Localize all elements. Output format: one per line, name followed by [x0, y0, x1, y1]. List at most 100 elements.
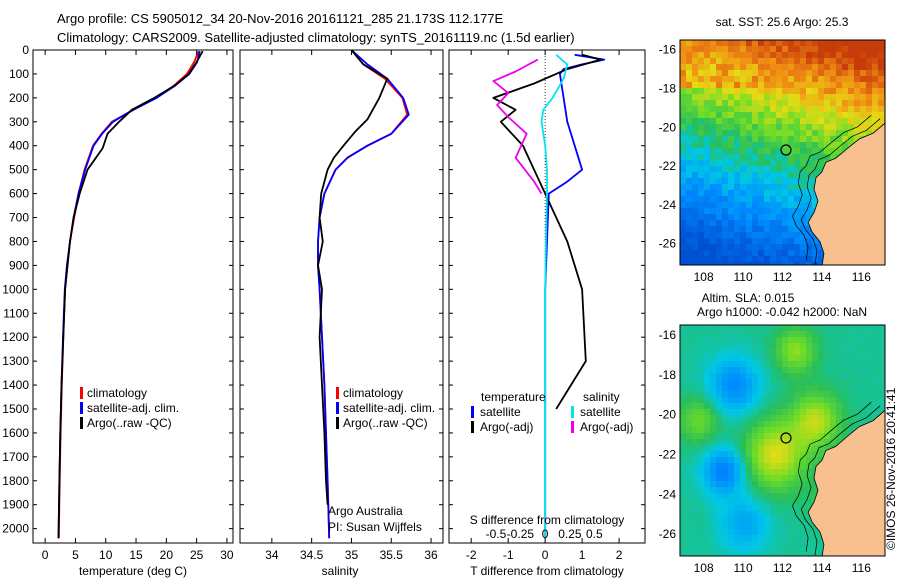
map-cell [740, 475, 747, 482]
map-cell [800, 487, 807, 494]
map-cell [782, 106, 789, 113]
y-tick-label: 1400 [2, 378, 29, 392]
map-cell [860, 58, 867, 65]
map-cell [716, 337, 723, 344]
figure-title-line2: Climatology: CARS2009. Satellite-adjuste… [57, 30, 575, 45]
map-cell [800, 64, 807, 71]
map-cell [806, 415, 813, 422]
map-cell [770, 262, 777, 265]
map-cell [800, 499, 807, 506]
credit-text: ©IMOS 26-Nov-2016 20:41:41 [884, 387, 898, 550]
map-cell [854, 118, 861, 125]
map-cell [728, 88, 735, 95]
map-cell [770, 52, 777, 59]
map-cell [848, 403, 855, 410]
x-tick-label: 35 [345, 548, 359, 562]
map-cell [758, 427, 765, 434]
map-cell [776, 541, 783, 548]
map-cell [854, 64, 861, 71]
map-cell [686, 517, 693, 524]
map-cell [854, 46, 861, 53]
map-cell [770, 256, 777, 263]
map-cell [698, 535, 705, 542]
map-cell [722, 178, 729, 185]
map-cell [824, 154, 831, 161]
map-cell [728, 475, 735, 482]
map-cell [692, 196, 699, 203]
map-cell [764, 226, 771, 233]
map-cell [788, 106, 795, 113]
map-cell [680, 367, 687, 374]
map-cell [704, 337, 711, 344]
map-cell [878, 88, 885, 95]
s-diff-tick-label: 0.5 [586, 527, 603, 541]
map-cell [722, 349, 729, 356]
x-tick-label: 34.5 [300, 548, 324, 562]
map-cell [812, 256, 819, 263]
map-cell [680, 238, 687, 245]
y-tick-label: 1200 [2, 330, 29, 344]
map-cell [752, 535, 759, 542]
map-cell [716, 439, 723, 446]
map-cell [686, 160, 693, 167]
map-cell [686, 349, 693, 356]
map-cell [698, 250, 705, 257]
map-cell [812, 142, 819, 149]
map-cell [794, 343, 801, 350]
x-tick-label: 5 [72, 548, 79, 562]
map-cell [770, 469, 777, 476]
map-cell [836, 64, 843, 71]
map-cell [704, 82, 711, 89]
legend-swatch [80, 417, 83, 429]
map-cell [794, 553, 801, 556]
map-cell [758, 226, 765, 233]
legend-swatch [336, 417, 339, 429]
map-cell [824, 136, 831, 143]
map-cell [734, 355, 741, 362]
map-cell [686, 391, 693, 398]
map-cell [746, 415, 753, 422]
map-cell [800, 397, 807, 404]
map-cell [698, 100, 705, 107]
map-cell [716, 403, 723, 410]
map-cell [710, 100, 717, 107]
map-cell [758, 148, 765, 155]
map-cell [740, 112, 747, 119]
map-cell [776, 46, 783, 53]
map-cell [728, 445, 735, 452]
map-cell [770, 553, 777, 556]
map-cell [836, 355, 843, 362]
map-cell [752, 148, 759, 155]
map-cell [854, 379, 861, 386]
map-cell [866, 373, 873, 380]
map-cell [836, 337, 843, 344]
map-cell [746, 70, 753, 77]
map-cell [770, 541, 777, 548]
map-cell [854, 355, 861, 362]
map-cell [716, 142, 723, 149]
map-cell [866, 94, 873, 101]
map-cell [866, 415, 873, 422]
map-cell [788, 523, 795, 530]
map-cell [752, 547, 759, 554]
map-cell [806, 379, 813, 386]
map-cell [704, 166, 711, 173]
map-cell [776, 40, 783, 47]
map-cell [782, 547, 789, 554]
map-cell [698, 88, 705, 95]
map-cell [812, 535, 819, 542]
map-cell [788, 112, 795, 119]
map-cell [692, 94, 699, 101]
map-cell [806, 337, 813, 344]
map-cell [734, 256, 741, 263]
map-cell [692, 397, 699, 404]
map-cell [692, 367, 699, 374]
map-cell [752, 469, 759, 476]
temperature-plot [57, 50, 204, 539]
map-cell [692, 160, 699, 167]
map-cell [680, 481, 687, 488]
map-cell [704, 136, 711, 143]
map-cell [782, 202, 789, 209]
map-cell [686, 451, 693, 458]
map-cell [692, 238, 699, 245]
